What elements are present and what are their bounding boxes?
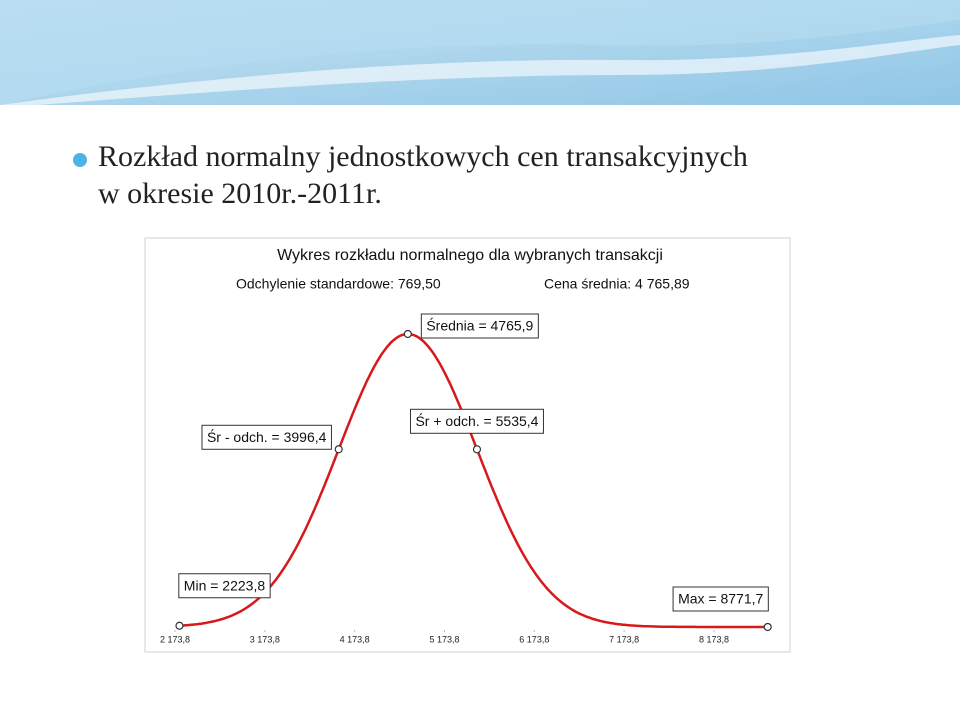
annotation-label: Min = 2223,8 xyxy=(184,577,266,593)
key-point xyxy=(763,622,772,632)
x-tick-label: 2 173,8 xyxy=(160,634,190,644)
x-tick-label: 7 173,8 xyxy=(609,634,639,644)
bullet-line: w okresie 2010r.-2011r. xyxy=(98,177,382,210)
normal-curve xyxy=(179,332,768,629)
header-swoosh xyxy=(0,35,960,108)
mean-label: Cena średnia: 4 765,89 xyxy=(544,276,690,292)
key-point xyxy=(175,621,184,630)
annotation-box xyxy=(178,573,271,599)
x-tick-label: 5 173,8 xyxy=(429,634,459,644)
annotation-label: Średnia = 4765,9 xyxy=(426,317,533,334)
annotation-label: Śr - odch. = 3996,4 xyxy=(207,428,327,445)
annotation-box xyxy=(672,586,769,612)
annotation-box xyxy=(409,408,544,434)
chart-title: Wykres rozkładu normalnego dla wybranych… xyxy=(277,247,663,264)
x-tick-label: 4 173,8 xyxy=(340,634,370,644)
annotation-label: Max = 8771,7 xyxy=(678,591,763,607)
x-tick-label: 6 173,8 xyxy=(519,634,549,644)
annotation-label: Śr + odch. = 5535,4 xyxy=(415,412,538,429)
annotation-box xyxy=(420,313,539,339)
x-tick-label: 8 173,8 xyxy=(699,634,729,644)
bullet-line: Rozkład normalny jednostkowych cen trans… xyxy=(98,140,748,173)
key-point xyxy=(334,445,343,454)
key-point xyxy=(403,329,412,339)
annotation-box xyxy=(201,424,332,450)
header-wave xyxy=(0,0,960,105)
x-tick-label: 3 173,8 xyxy=(250,634,280,644)
std-label: Odchylenie standardowe: 769,50 xyxy=(236,276,441,292)
key-point xyxy=(472,445,482,454)
bullet xyxy=(73,153,87,167)
